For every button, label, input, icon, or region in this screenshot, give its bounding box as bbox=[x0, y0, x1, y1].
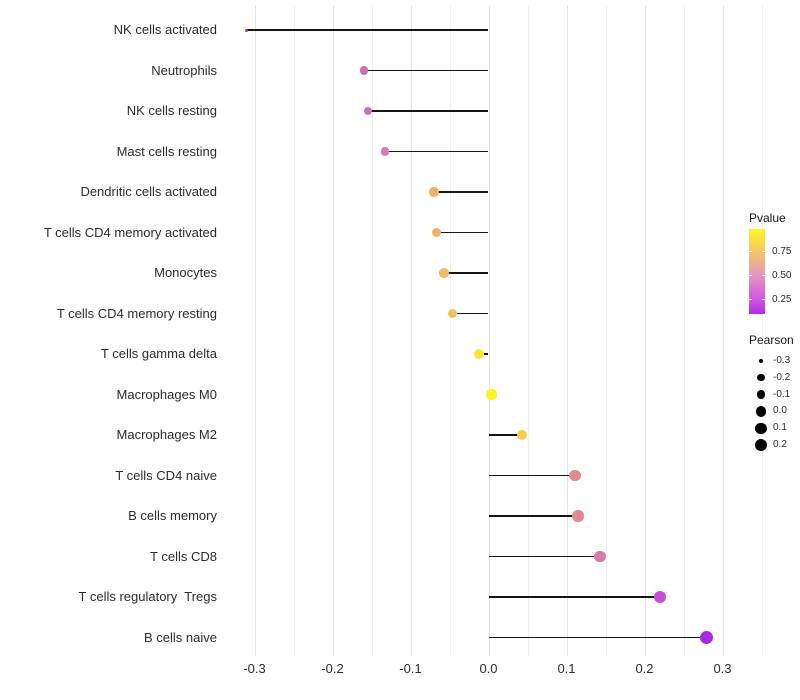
y-axis-label: T cells CD8 bbox=[150, 548, 217, 564]
x-axis-tick-label: 0.0 bbox=[479, 661, 498, 676]
lollipop-stem bbox=[452, 312, 489, 315]
pearson-legend: Pearson -0.3 -0.2 -0.1 0.0 0.1 0.2 bbox=[749, 333, 800, 463]
pearson-legend-label: 0.0 bbox=[773, 405, 787, 417]
lollipop-stem bbox=[246, 29, 489, 31]
pvalue-bar-tick bbox=[762, 251, 765, 253]
x-axis-tick-label: -0.3 bbox=[243, 661, 266, 676]
lollipop-stem bbox=[488, 434, 523, 436]
y-axis-label: T cells CD4 naive bbox=[115, 467, 217, 483]
pvalue-bar-tick bbox=[749, 251, 752, 253]
lollipop-stem bbox=[367, 110, 489, 112]
gridline-major bbox=[644, 6, 646, 656]
pearson-legend-dot bbox=[758, 358, 764, 364]
y-axis-label: T cells CD4 memory resting bbox=[56, 305, 217, 321]
lollipop-stem bbox=[384, 150, 489, 153]
y-axis-label: B cells memory bbox=[128, 508, 217, 523]
pearson-legend-dot bbox=[757, 374, 765, 382]
x-axis-tick-label: 0.3 bbox=[713, 661, 732, 676]
pearson-legend-label: -0.1 bbox=[773, 388, 791, 400]
gridline-minor bbox=[449, 6, 451, 656]
lollipop-stem bbox=[488, 515, 579, 517]
pearson-legend-dot bbox=[754, 438, 768, 452]
y-axis-label: T cells gamma delta bbox=[100, 346, 217, 361]
y-axis-label: Neutrophils bbox=[151, 62, 217, 78]
gridline-minor bbox=[293, 6, 295, 656]
pvalue-legend-label: 0.50 bbox=[772, 269, 792, 281]
pearson-legend-label: -0.3 bbox=[773, 355, 791, 366]
lollipop-dot bbox=[700, 631, 714, 644]
pvalue-legend-label: 0.75 bbox=[772, 246, 792, 258]
lollipop-dot bbox=[653, 590, 667, 604]
gridline-major bbox=[566, 6, 568, 656]
y-axis-label: Monocytes bbox=[154, 265, 217, 280]
pearson-legend-title: Pearson bbox=[749, 333, 794, 347]
lollipop-dot bbox=[439, 268, 449, 278]
lollipop-stem bbox=[436, 231, 489, 234]
lollipop-dot bbox=[516, 429, 528, 441]
lollipop-dot bbox=[486, 389, 497, 400]
gridline-minor bbox=[371, 6, 373, 656]
pearson-legend-label: -0.2 bbox=[773, 371, 791, 383]
x-axis-tick-label: -0.1 bbox=[399, 661, 422, 676]
gridline-minor bbox=[527, 6, 529, 656]
gridline-minor bbox=[761, 6, 763, 656]
x-axis-tick-label: 0.1 bbox=[557, 661, 576, 676]
pvalue-bar-tick bbox=[762, 274, 765, 276]
pearson-legend-dot bbox=[755, 406, 767, 417]
lollipop-dot bbox=[569, 469, 581, 482]
plot-panel bbox=[224, 6, 770, 656]
pvalue-bar-tick bbox=[749, 298, 752, 300]
gridline-minor bbox=[605, 6, 607, 656]
y-axis-label: Mast cells resting bbox=[116, 143, 217, 159]
lollipop-dot bbox=[245, 28, 249, 32]
x-axis-tick-label: 0.2 bbox=[635, 661, 654, 676]
pearson-legend-label: 0.2 bbox=[773, 439, 787, 450]
lollipop-dot bbox=[380, 147, 389, 156]
pearson-legend-label: 0.1 bbox=[773, 422, 787, 434]
lollipop-dot bbox=[572, 510, 584, 522]
pvalue-bar-tick bbox=[762, 298, 765, 300]
gridline-major bbox=[332, 6, 334, 656]
gridline-major bbox=[722, 6, 724, 656]
lollipop-dot bbox=[431, 227, 441, 238]
pvalue-gradient-bar bbox=[749, 229, 765, 314]
lollipop-dot bbox=[474, 348, 485, 360]
pvalue-bar-tick bbox=[749, 274, 752, 276]
gridline-major bbox=[410, 6, 412, 656]
y-axis-label: Macrophages M2 bbox=[116, 427, 217, 442]
y-axis-label: Macrophages M0 bbox=[116, 386, 217, 402]
lollipop-stem bbox=[488, 596, 661, 598]
y-axis-label: T cells CD4 memory activated bbox=[43, 224, 217, 240]
lollipop-stem bbox=[363, 69, 489, 72]
pvalue-legend-title: Pvalue bbox=[749, 211, 786, 225]
lollipop-dot bbox=[447, 308, 458, 319]
y-axis-label: B cells naive bbox=[144, 629, 217, 645]
gridline-major bbox=[488, 6, 490, 656]
lollipop-stem bbox=[488, 474, 576, 477]
y-axis-label: T cells regulatory Tregs bbox=[78, 589, 217, 604]
lollipop-stem bbox=[444, 272, 489, 274]
lollipop-dot bbox=[359, 66, 368, 75]
gridline-minor bbox=[683, 6, 685, 656]
y-axis-label: NK cells activated bbox=[113, 22, 217, 37]
lollipop-stem bbox=[433, 191, 489, 193]
lollipop-stem bbox=[488, 555, 601, 558]
pvalue-legend: Pvalue 0.75 0.50 0.25 bbox=[749, 211, 799, 321]
pvalue-legend-label: 0.25 bbox=[772, 293, 792, 305]
lollipop-stem bbox=[488, 636, 707, 639]
pearson-legend-dot bbox=[755, 422, 767, 434]
lollipop-dot bbox=[429, 187, 439, 197]
x-axis-tick-label: -0.2 bbox=[321, 661, 344, 676]
y-axis-label: Dendritic cells activated bbox=[80, 184, 217, 199]
y-axis-label: NK cells resting bbox=[126, 103, 217, 118]
gridline-major bbox=[254, 6, 256, 656]
lollipop-dot bbox=[594, 550, 606, 563]
pearson-legend-dot bbox=[756, 390, 766, 400]
lollipop-dot bbox=[363, 106, 372, 116]
